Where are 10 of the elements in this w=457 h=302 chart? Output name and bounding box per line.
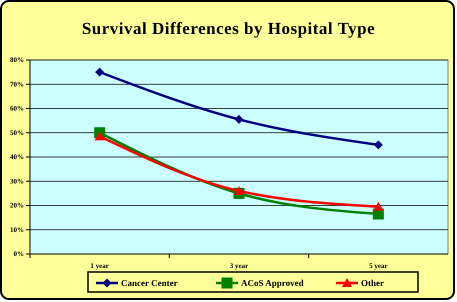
point	[234, 186, 244, 195]
legend-label: Cancer Center	[121, 278, 178, 288]
point	[234, 114, 244, 124]
point	[95, 68, 104, 77]
point	[94, 131, 105, 140]
point	[374, 140, 383, 150]
point	[373, 202, 384, 211]
legend-label: Other	[361, 278, 384, 288]
chart-title: Survival Differences by Hospital Type	[82, 19, 376, 38]
legend-label: ACoS Approved	[241, 278, 304, 288]
